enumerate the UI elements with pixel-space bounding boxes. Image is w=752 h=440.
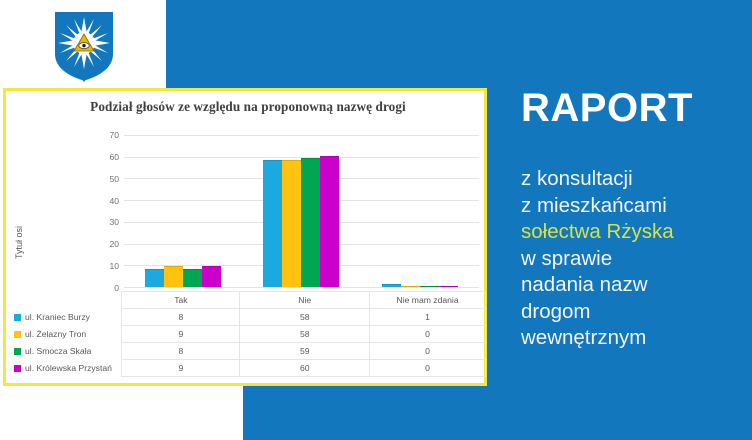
y-axis-tick-label: 0 bbox=[114, 283, 119, 293]
y-axis-tick-label: 50 bbox=[109, 173, 119, 184]
column-header-tak: Tak bbox=[121, 291, 241, 309]
report-subtitle-line: w sprawie bbox=[521, 246, 613, 270]
legend-label: ul. Kraniec Burzy bbox=[25, 312, 90, 322]
table-row: ul. Kraniec Burzy 8 58 1 bbox=[10, 308, 486, 326]
table-row: ul. Żelazny Tron 9 58 0 bbox=[10, 325, 486, 343]
bar bbox=[438, 286, 458, 287]
y-axis-tick-label: 70 bbox=[109, 130, 119, 140]
legend-entry: ul. Królewska Przystań bbox=[10, 359, 123, 377]
bar bbox=[282, 160, 302, 287]
bar-group-3 bbox=[361, 135, 479, 287]
coat-of-arms-icon bbox=[53, 10, 115, 82]
table-cell-value: 0 bbox=[369, 342, 486, 360]
table-cell-value: 8 bbox=[121, 308, 241, 326]
gridline: 60 bbox=[109, 152, 479, 162]
table-cell-value: 0 bbox=[369, 359, 486, 377]
bar bbox=[183, 268, 203, 287]
bar-group-2 bbox=[242, 135, 360, 287]
table-cell-value: 60 bbox=[239, 359, 371, 377]
y-axis-tick-label: 20 bbox=[109, 239, 119, 250]
legend-swatch-icon bbox=[14, 314, 21, 321]
legend-swatch-icon bbox=[14, 331, 21, 338]
y-axis-title: Tytuł osi bbox=[14, 225, 24, 259]
bar-groups bbox=[124, 135, 479, 287]
table-cell-value: 1 bbox=[369, 308, 486, 326]
background-blue-header-band bbox=[166, 0, 752, 94]
gridline: 0 bbox=[114, 283, 479, 293]
plot-area: 70 60 50 40 30 20 10 0 bbox=[109, 130, 479, 293]
chart-title: Podział głosów ze względu na proponowną … bbox=[90, 99, 406, 114]
y-axis-tick-label: 30 bbox=[109, 217, 119, 228]
table-header-row: Tak Nie Nie mam zdania bbox=[10, 291, 486, 309]
report-subtitle-line: drogom bbox=[521, 299, 591, 323]
table-cell-value: 9 bbox=[121, 359, 241, 377]
bar bbox=[400, 286, 420, 287]
legend-entry: ul. Żelazny Tron bbox=[10, 325, 123, 343]
legend-label: ul. Królewska Przystań bbox=[25, 363, 112, 373]
table-cell-value: 58 bbox=[239, 308, 371, 326]
page-title: RAPORT bbox=[521, 86, 693, 130]
y-axis-tick-label: 40 bbox=[109, 195, 119, 206]
report-subtitle: z konsultacji z mieszkańcami sołectwa Rżys… bbox=[521, 166, 746, 352]
bar bbox=[263, 160, 283, 287]
bar-group-1 bbox=[124, 135, 242, 287]
report-subtitle-line: z mieszkańcami bbox=[521, 193, 667, 217]
bar bbox=[202, 266, 222, 287]
legend-swatch-icon bbox=[14, 348, 21, 355]
legend-entry: ul. Smocza Skała bbox=[10, 342, 123, 360]
column-header-nie-mam-zdania: Nie mam zdania bbox=[369, 291, 486, 309]
legend-label: ul. Smocza Skała bbox=[25, 346, 92, 356]
table-cell-value: 8 bbox=[121, 342, 241, 360]
report-subtitle-line: z konsultacji bbox=[521, 167, 633, 190]
legend-entry: ul. Kraniec Burzy bbox=[10, 308, 123, 326]
bar bbox=[164, 266, 184, 287]
y-axis-tick-label: 60 bbox=[109, 151, 119, 162]
column-header-nie: Nie bbox=[239, 291, 371, 309]
bar bbox=[301, 157, 321, 287]
table-row: ul. Smocza Skała 8 59 0 bbox=[10, 342, 486, 360]
bar bbox=[320, 155, 340, 287]
table-cell-value: 59 bbox=[239, 342, 371, 360]
legend-swatch-icon bbox=[14, 365, 21, 372]
data-table: Tak Nie Nie mam zdania ul. Kraniec Burzy… bbox=[10, 291, 486, 377]
legend-label: ul. Żelazny Tron bbox=[25, 329, 87, 339]
gridline: 70 bbox=[109, 130, 479, 140]
table-cell-value: 58 bbox=[239, 325, 371, 343]
bar bbox=[381, 283, 401, 287]
bar bbox=[145, 268, 165, 287]
legend-header-cell bbox=[10, 292, 122, 309]
report-subtitle-line: wewnętrznym bbox=[521, 326, 647, 349]
table-cell-value: 0 bbox=[369, 325, 486, 343]
report-subtitle-line: nadania nazw bbox=[521, 273, 648, 296]
table-row: ul. Królewska Przystań 9 60 0 bbox=[10, 359, 486, 377]
table-cell-value: 9 bbox=[121, 325, 241, 343]
report-subtitle-line: sołectwa Rżyska bbox=[521, 220, 674, 243]
chart-card: Podział głosów ze względu na proponowną … bbox=[3, 88, 487, 386]
y-axis-tick-label: 10 bbox=[109, 261, 119, 272]
bar bbox=[419, 286, 439, 287]
